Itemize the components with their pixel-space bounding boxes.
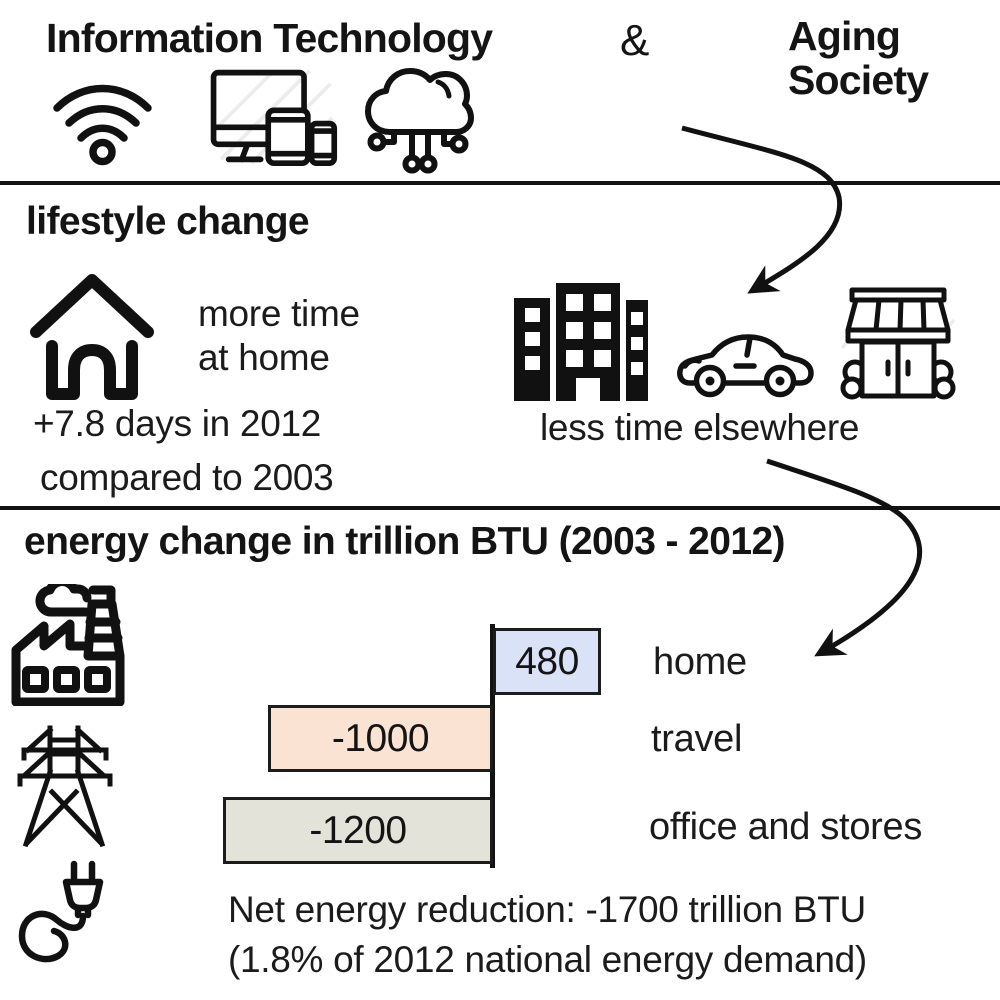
bar-travel: -1000 bbox=[268, 705, 493, 772]
arrow-bottom-icon bbox=[766, 458, 923, 657]
divider-top bbox=[0, 181, 1000, 185]
bar-office-stores-value: -1200 bbox=[309, 808, 407, 852]
home-stat-line2: compared to 2003 bbox=[40, 457, 334, 498]
left-title: Information Technology bbox=[46, 15, 493, 61]
house-icon bbox=[28, 266, 156, 402]
cloud-network-icon bbox=[360, 66, 475, 174]
net-reduction-line2: (1.8% of 2012 national energy demand) bbox=[228, 939, 867, 980]
home-stat-line1: +7.8 days in 2012 bbox=[33, 403, 322, 444]
right-title-line1: Aging bbox=[788, 13, 901, 59]
bar-home-value: 480 bbox=[515, 639, 579, 683]
energy-heading: energy change in trillion BTU (2003 - 20… bbox=[24, 520, 786, 563]
right-title: Aging Society bbox=[788, 14, 958, 103]
devices-icon bbox=[206, 62, 338, 170]
office-buildings-icon bbox=[514, 283, 648, 401]
divider-bottom bbox=[0, 506, 1000, 510]
car-icon bbox=[676, 326, 816, 398]
lifestyle-heading: lifestyle change bbox=[26, 200, 310, 243]
category-label-travel: travel bbox=[651, 718, 743, 760]
more-time-line1: more time bbox=[198, 293, 360, 334]
category-label-home: home bbox=[653, 641, 747, 683]
right-title-line2: Society bbox=[788, 57, 929, 104]
ampersand: & bbox=[620, 16, 650, 65]
transmission-tower-icon bbox=[16, 722, 116, 848]
more-time-caption: more time at home bbox=[198, 292, 360, 379]
elsewhere-caption: less time elsewhere bbox=[540, 407, 860, 448]
category-label-office-stores: office and stores bbox=[649, 806, 923, 848]
plug-icon bbox=[14, 860, 120, 966]
store-icon bbox=[838, 286, 958, 400]
bar-travel-value: -1000 bbox=[331, 716, 430, 760]
bar-office-stores: -1200 bbox=[223, 797, 493, 864]
net-reduction-line1: Net energy reduction: -1700 trillion BTU bbox=[228, 889, 866, 930]
more-time-line2: at home bbox=[198, 336, 330, 378]
bar-home: 480 bbox=[493, 628, 601, 695]
arrow-top-icon bbox=[681, 125, 843, 294]
wifi-icon bbox=[45, 76, 160, 168]
factory-icon bbox=[10, 584, 128, 706]
